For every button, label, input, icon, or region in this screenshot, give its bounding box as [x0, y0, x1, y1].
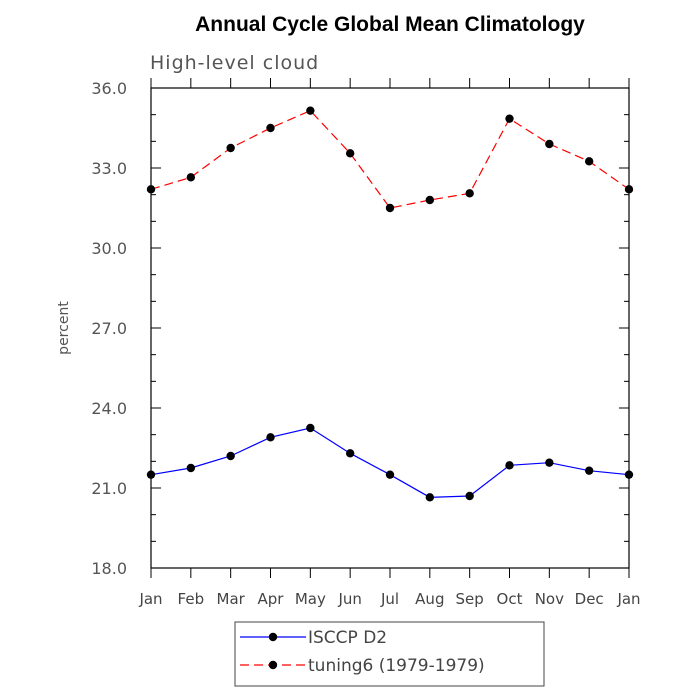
data-point	[266, 123, 275, 133]
data-point	[385, 203, 395, 213]
chart-subtitle: High-level cloud	[150, 52, 319, 74]
data-point	[385, 470, 395, 479]
y-tick-label: 21.0	[91, 479, 127, 498]
x-tick-label: Jun	[337, 590, 361, 608]
x-tick-label: Mar	[217, 590, 246, 608]
data-point	[186, 173, 196, 182]
data-point	[545, 458, 554, 467]
x-tick-label: Dec	[575, 590, 604, 608]
data-point	[345, 449, 355, 458]
data-point	[306, 423, 315, 433]
data-point	[345, 149, 355, 158]
data-point	[465, 189, 474, 198]
data-point	[465, 491, 474, 501]
y-tick-label: 36.0	[91, 79, 127, 98]
y-axis-label: percent	[56, 301, 72, 355]
legend-marker-1	[268, 660, 278, 670]
x-tick-label: Apr	[258, 590, 285, 608]
legend-label-1: tuning6 (1979-1979)	[308, 656, 485, 676]
legend-box	[234, 621, 545, 687]
data-point	[584, 466, 594, 475]
plot-frame	[150, 87, 630, 569]
data-point	[505, 461, 514, 470]
data-point	[266, 433, 275, 442]
y-tick-label: 30.0	[91, 239, 127, 258]
data-point	[226, 143, 235, 153]
x-tick-label: May	[295, 590, 326, 608]
data-point	[545, 139, 554, 149]
data-point	[425, 195, 435, 205]
x-tick-label: Jul	[380, 590, 399, 608]
x-tick-label: Sep	[456, 590, 484, 608]
chart-title: Annual Cycle Global Mean Climatology	[195, 13, 585, 36]
data-point	[226, 451, 235, 461]
x-tick-label: Jan	[616, 590, 640, 608]
y-tick-label: 33.0	[91, 159, 127, 178]
data-point	[186, 463, 196, 473]
x-tick-label: Feb	[178, 590, 205, 608]
x-tick-label: Jan	[138, 590, 162, 608]
x-tick-label: Nov	[535, 590, 564, 608]
series-layer	[146, 106, 634, 502]
y-tick-label: 24.0	[91, 399, 127, 418]
x-tick-label: Aug	[415, 590, 444, 608]
data-point	[306, 106, 315, 115]
series-line-1	[150, 109, 630, 209]
data-point	[505, 114, 514, 123]
data-point	[584, 157, 594, 166]
x-tick-label: Oct	[497, 590, 523, 608]
series-line-0	[150, 427, 630, 498]
axis-ticks: 18.0 21.0 24.0 27.0 30.0 33.0 36.0 Jan Feb Mar Apr…	[91, 78, 641, 608]
legend-marker-0	[268, 632, 278, 642]
legend: ISCCP D2 tuning6 (1979-1979)	[234, 621, 545, 687]
y-tick-label: 18.0	[91, 559, 127, 578]
legend-label-0: ISCCP D2	[308, 628, 387, 648]
y-tick-label: 27.0	[91, 319, 127, 338]
data-point	[425, 493, 435, 502]
